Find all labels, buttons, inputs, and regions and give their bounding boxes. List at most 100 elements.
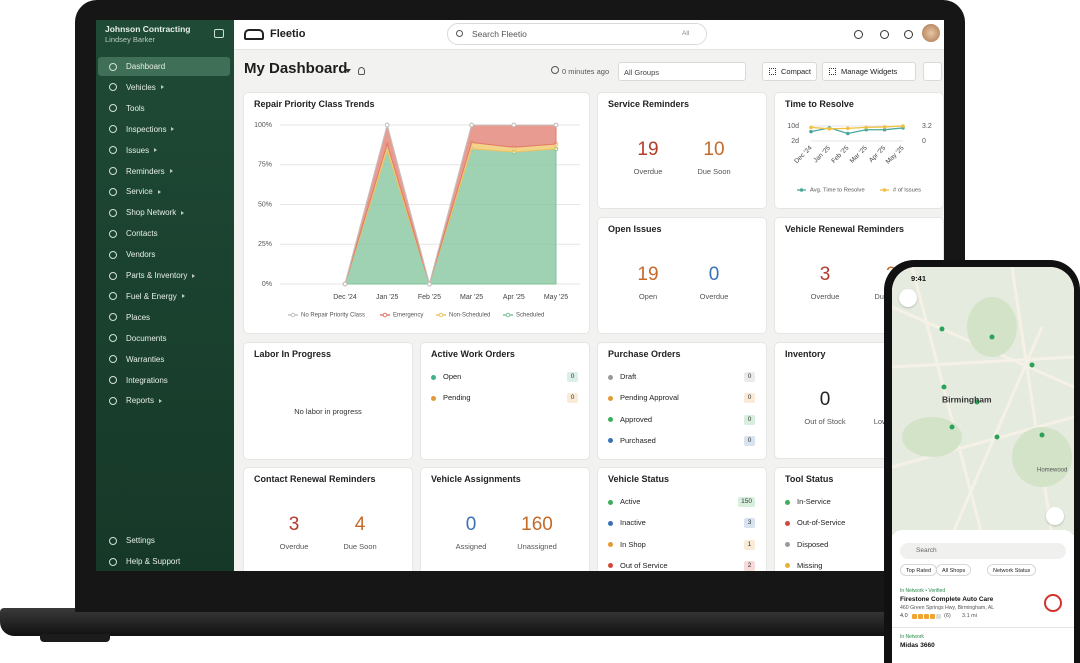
locate-button[interactable]: [1046, 507, 1064, 525]
legend-label: Non-Scheduled: [449, 313, 490, 319]
avatar[interactable]: [922, 24, 940, 42]
nav-icon: [109, 536, 117, 545]
item-label[interactable]: Pending: [443, 393, 471, 403]
status-dot: [431, 395, 436, 401]
star: [918, 614, 923, 619]
group-select[interactable]: All Groups: [618, 62, 746, 81]
button-label: Manage Widgets: [841, 67, 898, 76]
nav-item[interactable]: Inspections: [98, 120, 230, 139]
nav-label: Integrations: [126, 375, 168, 385]
item-label[interactable]: Pending Approval: [620, 393, 679, 403]
nav-item[interactable]: Contacts: [98, 224, 230, 243]
search-box[interactable]: Search Fleetio All: [447, 23, 707, 45]
back-button[interactable]: [899, 289, 917, 307]
stat-value[interactable]: 3: [288, 514, 300, 535]
nav-item[interactable]: Tools: [98, 99, 230, 118]
nav-item[interactable]: Warranties: [98, 350, 230, 369]
nav-icon: [109, 557, 117, 566]
stat-value[interactable]: 19: [637, 264, 659, 285]
filter-chip[interactable]: Network Status: [987, 564, 1037, 576]
y-tick-label: 25%: [258, 241, 272, 248]
stat-value[interactable]: 0: [708, 264, 720, 285]
nav-item[interactable]: Shop Network: [98, 203, 230, 222]
account-name[interactable]: Johnson Contracting: [105, 24, 191, 34]
stat-value[interactable]: 19: [637, 139, 659, 160]
x-tick-label: Dec '24: [793, 144, 814, 165]
count-badge: 0: [744, 372, 755, 382]
item-label[interactable]: Disposed: [797, 539, 829, 549]
result-name: Midas 3660: [900, 642, 935, 649]
nav-item[interactable]: Help & Support: [98, 552, 230, 571]
legend-dot: [382, 312, 388, 318]
nav-item[interactable]: Issues: [98, 141, 230, 160]
point: [427, 281, 432, 287]
collapse-icon[interactable]: [214, 29, 224, 38]
stat-value[interactable]: 0: [465, 514, 477, 535]
nav-item[interactable]: Service: [98, 182, 230, 201]
widget-title: Vehicle Renewal Reminders: [785, 224, 905, 234]
nav-item[interactable]: Vehicles: [98, 78, 230, 97]
count-badge: 0: [567, 372, 578, 382]
filter-chip[interactable]: All Shops: [936, 564, 972, 576]
legend-dot: [799, 188, 804, 192]
nav-item[interactable]: Vendors: [98, 245, 230, 264]
item-label[interactable]: In-Service: [797, 497, 831, 506]
widget: Labor In Progress No labor in progress: [244, 343, 412, 459]
widget-title: Vehicle Status: [608, 474, 670, 484]
nav-item[interactable]: Dashboard: [98, 57, 230, 76]
star: [930, 614, 935, 619]
item-label[interactable]: Missing: [797, 560, 823, 570]
stat-value[interactable]: 4: [354, 514, 366, 535]
point: [846, 126, 850, 131]
title-caret[interactable]: [345, 69, 351, 73]
x-tick-label: Dec '24: [333, 294, 357, 301]
toolbar-icon[interactable]: [880, 30, 889, 39]
nav-item[interactable]: Fuel & Energy: [98, 287, 230, 306]
toolbar-icon[interactable]: [854, 30, 863, 39]
item-label[interactable]: Purchased: [620, 435, 656, 445]
item-label[interactable]: Draft: [620, 372, 637, 381]
refresh-icon[interactable]: [551, 66, 559, 74]
result-card[interactable]: In Network • Verified Firestone Complete …: [892, 582, 1074, 628]
nav-item[interactable]: Reminders: [98, 162, 230, 181]
item-label[interactable]: Out of Service: [620, 560, 668, 570]
header-button[interactable]: Compact: [762, 62, 817, 81]
expand-button[interactable]: [923, 62, 942, 81]
nav-item[interactable]: Documents: [98, 329, 230, 348]
stat-value[interactable]: 10: [703, 139, 725, 160]
item-label[interactable]: Open: [443, 372, 462, 381]
item-label[interactable]: Inactive: [620, 518, 646, 528]
nav-item[interactable]: Places: [98, 308, 230, 327]
result-address: 460 Green Springs Hwy, Birmingham, AL: [900, 605, 995, 611]
filter-label: Network Status: [993, 568, 1031, 574]
nav-item[interactable]: Reports: [98, 391, 230, 410]
nav-item[interactable]: Parts & Inventory: [98, 266, 230, 285]
stat-value[interactable]: 0: [819, 389, 831, 410]
stat-label: Overdue: [699, 292, 729, 301]
submenu-arrow: [169, 169, 173, 173]
item-label[interactable]: Approved: [620, 414, 653, 424]
search-scope[interactable]: All: [682, 30, 690, 37]
stat-label: Overdue: [279, 542, 309, 551]
legend-dot: [505, 312, 511, 318]
toolbar-icon[interactable]: [904, 30, 913, 39]
status-dot: [785, 542, 790, 548]
item-label[interactable]: In Shop: [620, 539, 646, 549]
point: [901, 124, 905, 128]
stat-value[interactable]: 3: [819, 264, 831, 285]
button-icon: [769, 68, 776, 75]
count-badge: 2: [744, 560, 755, 571]
nav-item[interactable]: Settings: [98, 531, 230, 550]
stat-value[interactable]: 160: [521, 514, 553, 535]
result-card[interactable]: In Network Midas 3660: [892, 629, 1074, 663]
item-label[interactable]: Active: [620, 497, 641, 506]
nav-label: Issues: [126, 145, 150, 155]
header-button[interactable]: Manage Widgets: [822, 62, 916, 81]
search-field[interactable]: Search: [900, 543, 1066, 559]
search-placeholder: Search Fleetio: [472, 29, 527, 39]
item-label[interactable]: Out-of-Service: [797, 518, 846, 528]
nav-item[interactable]: Integrations: [98, 371, 230, 390]
sidebar: Johnson Contracting Lindsey Barker Dashboa…: [96, 20, 234, 571]
laptop-base: [0, 608, 1010, 636]
filter-chip[interactable]: Top Rated: [900, 564, 938, 576]
